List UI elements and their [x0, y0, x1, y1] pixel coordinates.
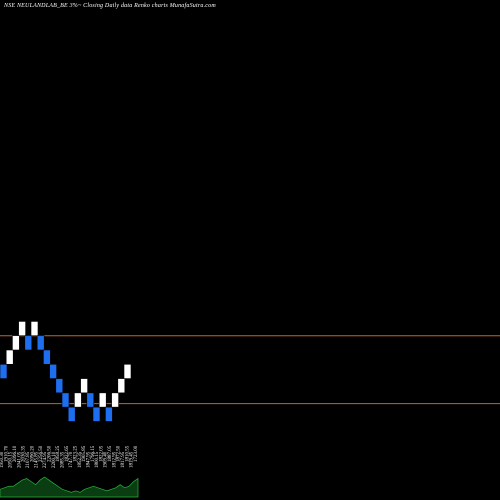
- renko-brick: [67, 406, 76, 422]
- volume-label: 2030.35: [22, 445, 27, 462]
- volume-label: 2050.15: [9, 451, 14, 468]
- renko-brick: [0, 363, 8, 379]
- renko-brick: [98, 392, 107, 408]
- renko-brick: [55, 378, 64, 394]
- volume-label: 2090.20: [30, 445, 35, 462]
- volume-label: 2107.85: [26, 451, 31, 468]
- volume-label: 1910.70: [4, 445, 9, 462]
- volume-label: 1847.95: [86, 451, 91, 468]
- volume-label: 1800.15: [95, 451, 100, 468]
- renko-brick: [111, 392, 119, 408]
- reference-lines: [0, 335, 500, 405]
- volume-label: 1747.70: [69, 451, 74, 468]
- volume-labels: 1950.30 1910.70 2050.15 2096.10 2041.05 2030.…: [0, 445, 139, 468]
- volume-label: 2256.50: [39, 445, 44, 462]
- volume-label: 1887.05: [108, 445, 113, 462]
- volume-label: 1858.25: [56, 445, 61, 462]
- volume-panel: [0, 476, 139, 498]
- volume-label: 2096.10: [13, 445, 18, 462]
- renko-brick: [36, 335, 45, 351]
- renko-brick: [18, 321, 26, 337]
- renko-brick: [117, 378, 126, 394]
- renko-brick: [24, 335, 33, 351]
- volume-label: 1822.65: [65, 445, 70, 462]
- renko-brick: [43, 349, 51, 365]
- volume-label: 2200.10: [52, 451, 57, 468]
- volume-label: 2085.35: [61, 451, 66, 468]
- volume-label: 1909.40: [104, 451, 109, 468]
- renko-brick: [61, 392, 70, 408]
- volume-label: 1823.25: [73, 445, 78, 462]
- renko-brick: [80, 378, 88, 394]
- chart-title: NSE NEULANDLAB_BE 3%~ Closing Daily data…: [4, 3, 216, 9]
- renko-brick: [5, 349, 14, 365]
- volume-label: 2145.85: [35, 451, 40, 468]
- renko-brick: [105, 406, 113, 422]
- volume-label: 2274.95: [43, 451, 48, 468]
- renko-brick: [30, 321, 39, 337]
- volume-label: 1852.35: [78, 451, 83, 468]
- volume-label: 1723.00: [134, 445, 139, 462]
- volume-label: 1810.55: [125, 445, 130, 462]
- renko-brick: [49, 363, 57, 379]
- renko-brick: [123, 363, 132, 379]
- renko-brick: [92, 406, 101, 422]
- volume-area: [0, 476, 139, 498]
- volume-label: 2041.05: [17, 451, 22, 468]
- volume-label: 1905.85: [82, 445, 87, 462]
- renko-brick: [74, 392, 82, 408]
- volume-label: 1819.45: [130, 451, 135, 468]
- volume-label: 1812.95: [112, 451, 117, 468]
- renko-brick: [12, 335, 20, 351]
- volume-label: 1872.50: [117, 445, 122, 462]
- volume-label: 2206.50: [48, 445, 53, 462]
- volume-label: 1822.05: [99, 445, 104, 462]
- renko-brick: [86, 392, 95, 408]
- volume-label: 1950.30: [0, 451, 5, 468]
- volume-label: 1796.15: [91, 445, 96, 462]
- volume-label: 1817.95: [121, 451, 126, 468]
- renko-bricks: [0, 321, 132, 422]
